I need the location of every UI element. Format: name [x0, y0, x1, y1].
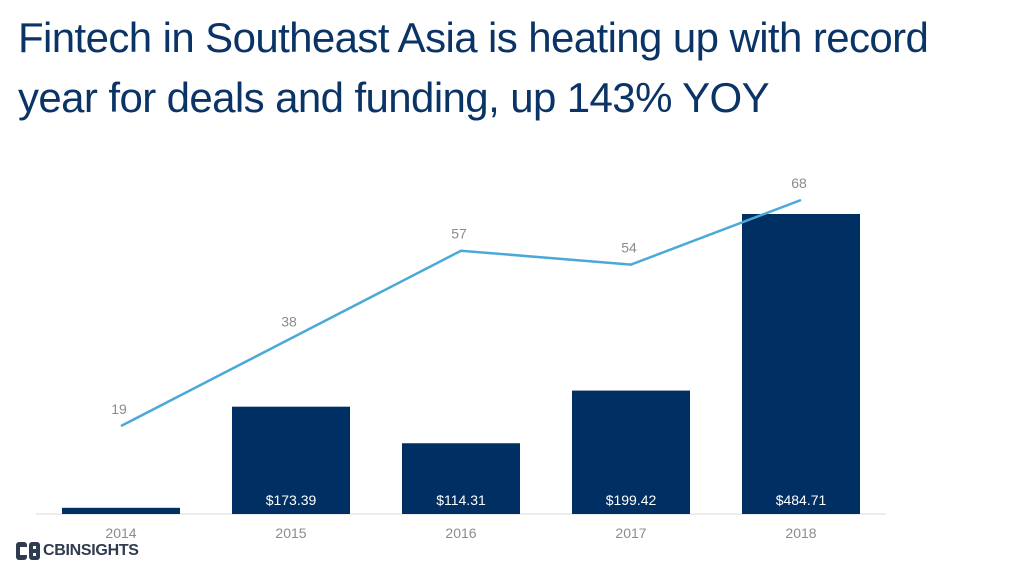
x-tick-label-2016: 2016: [445, 525, 476, 541]
logo-text-cb: CB: [43, 542, 66, 559]
logo-text-insights: INSIGHTS: [65, 542, 139, 559]
bar-2018: [742, 214, 860, 514]
x-tick-label-2018: 2018: [785, 525, 816, 541]
line-value-label-2016: 57: [451, 226, 467, 242]
line-value-label-2014: 19: [111, 401, 127, 417]
bar-value-label-2015: $173.39: [266, 492, 317, 508]
x-tick-label-2017: 2017: [615, 525, 646, 541]
line-value-label-2015: 38: [281, 313, 297, 329]
bar-2017: [572, 390, 690, 514]
x-tick-label-2014: 2014: [105, 525, 136, 541]
cbinsights-logo-icon: [16, 542, 40, 560]
bar-value-label-2016: $114.31: [436, 492, 486, 508]
bar-2016: [402, 443, 520, 514]
deals-line: [120, 198, 802, 428]
bar-2014: [62, 507, 180, 514]
line-value-label-2018: 68: [791, 175, 807, 191]
chart-title: Fintech in Southeast Asia is heating up …: [18, 14, 929, 121]
cbinsights-logo: CBINSIGHTS: [16, 540, 139, 562]
line-value-label-2017: 54: [621, 240, 637, 256]
bar-2015: [232, 406, 350, 514]
bar-value-label-2018: $484.71: [776, 492, 827, 508]
bar-value-label-2017: $199.42: [606, 492, 657, 508]
x-tick-label-2015: 2015: [275, 525, 306, 541]
